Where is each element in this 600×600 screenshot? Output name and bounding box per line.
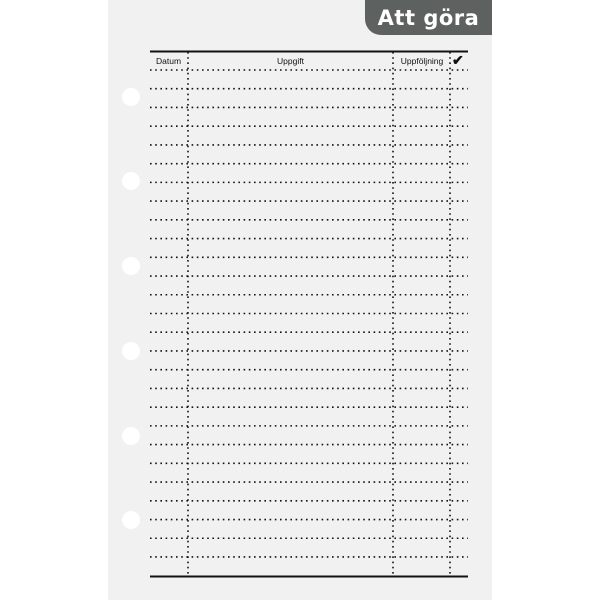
punch-hole bbox=[122, 427, 140, 445]
column-header-uppfoljning: Uppföljning bbox=[400, 56, 444, 66]
tab-title: Att göra bbox=[377, 6, 480, 30]
punch-hole bbox=[122, 511, 140, 529]
punch-hole bbox=[122, 257, 140, 275]
column-header-uppgift: Uppgift bbox=[277, 56, 304, 66]
punch-hole bbox=[122, 342, 140, 360]
punch-hole bbox=[122, 88, 140, 106]
checkmark-icon: ✔ bbox=[452, 52, 464, 68]
punch-hole bbox=[122, 172, 140, 190]
column-header-datum: Datum bbox=[156, 56, 182, 66]
section-tab[interactable]: Att göra bbox=[365, 0, 492, 35]
